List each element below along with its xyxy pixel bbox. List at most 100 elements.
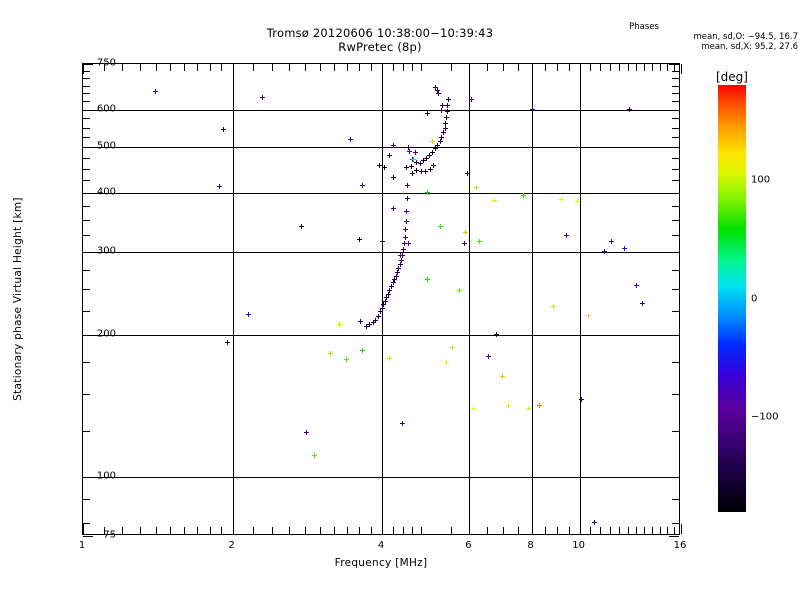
axis-tick-minor xyxy=(502,527,504,534)
phase-stats-annotation: Phases mean, sd,O: −94.5, 16.7 mean, sd,… xyxy=(560,22,800,52)
y-tick-label: 400 xyxy=(96,186,116,198)
axis-tick-minor xyxy=(659,527,661,534)
axis-tick-major xyxy=(669,251,679,253)
data-point xyxy=(405,240,411,246)
axis-tick-minor xyxy=(609,527,611,534)
x-tick-label: 10 xyxy=(572,540,585,551)
data-point xyxy=(435,87,441,93)
data-point xyxy=(429,149,435,155)
axis-tick-minor xyxy=(271,64,273,71)
axis-tick-minor xyxy=(421,64,423,71)
axis-tick-minor xyxy=(83,362,90,364)
axis-tick-minor xyxy=(672,127,679,129)
axis-tick-minor xyxy=(83,310,90,312)
data-point xyxy=(360,182,366,188)
data-point xyxy=(357,318,363,324)
chart-title-line2: RwPretec (8p) xyxy=(338,40,422,54)
axis-tick-minor xyxy=(636,64,638,71)
axis-tick-minor xyxy=(517,527,519,534)
colorbar-tick-label: −100 xyxy=(751,411,779,423)
data-point xyxy=(633,282,639,288)
data-point xyxy=(245,311,251,317)
colorbar-tick-label: 100 xyxy=(751,174,771,186)
data-point xyxy=(441,130,446,136)
axis-tick-minor xyxy=(83,269,90,271)
data-point xyxy=(456,288,462,294)
axis-tick-minor xyxy=(450,64,452,71)
axis-tick-minor xyxy=(627,527,629,534)
data-point xyxy=(429,139,435,145)
axis-tick-minor xyxy=(83,78,90,80)
axis-tick-minor xyxy=(305,527,307,534)
data-point xyxy=(444,359,450,365)
phase-stats-x-mode: mean, sd,X: 95.2, 27.6 xyxy=(701,42,798,52)
data-point xyxy=(336,322,342,328)
axis-tick-minor xyxy=(672,393,679,395)
axis-tick-minor xyxy=(412,527,414,534)
data-point xyxy=(397,252,403,258)
data-point xyxy=(640,301,646,307)
axis-tick-major xyxy=(83,477,93,479)
axis-tick-minor xyxy=(359,527,361,534)
data-point xyxy=(221,126,227,132)
data-point xyxy=(402,234,408,240)
data-point xyxy=(425,110,431,116)
data-point xyxy=(609,238,615,244)
axis-tick-major xyxy=(83,147,93,149)
axis-tick-minor xyxy=(486,527,488,534)
data-point xyxy=(550,303,556,309)
axis-tick-minor xyxy=(672,269,679,271)
data-point xyxy=(402,241,407,247)
data-point xyxy=(403,227,409,233)
axis-tick-minor xyxy=(672,522,679,524)
data-point xyxy=(387,288,393,294)
axis-tick-minor xyxy=(672,157,679,159)
data-point xyxy=(391,174,397,180)
data-point xyxy=(403,165,409,171)
axis-tick-minor xyxy=(392,64,394,71)
data-point xyxy=(395,270,401,276)
plot-area[interactable] xyxy=(82,63,682,537)
y-tick-label: 100 xyxy=(96,470,116,482)
axis-tick-minor xyxy=(197,64,199,71)
phase-stats-o-mode: mean, sd,O: −94.5, 16.7 xyxy=(693,32,798,42)
axis-tick-minor xyxy=(402,64,404,71)
data-point xyxy=(414,168,420,174)
axis-tick-major xyxy=(232,64,234,74)
gridline-horizontal xyxy=(83,251,679,253)
axis-tick-minor xyxy=(672,498,679,500)
axis-tick-minor xyxy=(659,64,661,71)
data-point xyxy=(399,257,405,263)
data-point xyxy=(485,354,491,360)
x-tick-label: 8 xyxy=(527,540,534,551)
y-tick-label: 300 xyxy=(96,245,116,257)
axis-tick-minor xyxy=(83,118,90,120)
axis-tick-major xyxy=(669,109,679,111)
axis-tick-minor xyxy=(83,235,90,237)
axis-tick-minor xyxy=(83,157,90,159)
data-point xyxy=(439,135,445,140)
data-point xyxy=(370,320,376,326)
data-point xyxy=(427,167,433,173)
axis-tick-minor xyxy=(271,527,273,534)
axis-tick-minor xyxy=(83,289,90,291)
axis-tick-minor xyxy=(667,527,669,534)
axis-tick-minor xyxy=(83,431,90,433)
data-point xyxy=(500,374,506,380)
axis-tick-minor xyxy=(83,522,90,524)
axis-tick-minor xyxy=(139,527,141,534)
data-point xyxy=(440,103,446,109)
axis-tick-minor xyxy=(83,127,90,129)
data-point xyxy=(450,345,456,351)
axis-tick-minor xyxy=(170,64,172,71)
axis-tick-minor xyxy=(556,64,558,71)
axis-tick-minor xyxy=(83,220,90,222)
data-point xyxy=(382,298,388,304)
data-point xyxy=(400,420,406,426)
data-point xyxy=(563,232,569,238)
colorbar[interactable] xyxy=(718,85,746,512)
axis-tick-minor xyxy=(83,180,90,182)
axis-tick-minor xyxy=(674,64,676,71)
axis-tick-major xyxy=(83,251,93,253)
axis-tick-minor xyxy=(652,64,654,71)
